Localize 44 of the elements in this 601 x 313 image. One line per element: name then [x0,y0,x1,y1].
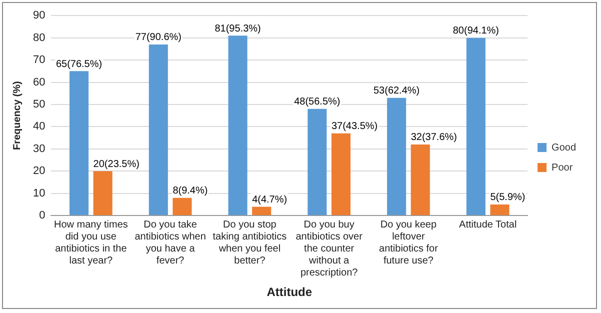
y-tick-label: 80 [32,32,46,44]
y-tick-label: 90 [32,10,46,22]
x-tick-label: How many times did you use antibiotics in the last year? [54,219,128,266]
x-axis-title: Attitude [266,285,312,300]
y-tick-label: 30 [32,142,46,155]
bar [466,38,486,216]
x-tick-label: Do you keep leftover antibiotics for future use? [379,219,439,266]
data-label: 4(4.7%) [252,194,288,206]
data-label: 48(56.5%) [294,96,340,108]
legend-label: Good [552,142,576,154]
y-tick-label: 40 [32,120,46,133]
x-tick-label: Attitude Total [459,219,517,230]
bar [148,44,168,216]
bar [228,36,248,216]
data-label: 37(43.5%) [331,121,378,132]
bar [252,206,272,216]
x-tick-label: Do you stop taking antibiotics when you feel better? [212,219,287,266]
bar [93,171,112,216]
bar [490,204,510,216]
y-tick-label: 10 [32,187,46,200]
x-tick-label: Do you buy antibiotics over the counter without a prescription? [296,219,364,278]
bar [410,144,430,216]
x-tick-label: Do you take antibiotics when you have a fever? [134,219,206,266]
data-label: 81(95.3%) [214,23,261,34]
y-tick-label: 60 [32,76,46,88]
data-label: 77(90.6%) [135,32,182,44]
data-label: 80(94.1%) [452,26,500,37]
y-tick-label: 20 [32,165,46,178]
data-label: 5(5.9%) [490,192,526,204]
bar [69,71,89,216]
y-tick-label: 0 [39,210,46,222]
y-tick-label: 70 [32,54,46,66]
legend-label: Poor [552,162,574,174]
y-axis-title: Frequency (%) [12,81,23,150]
data-label: 32(37.6%) [410,132,457,144]
y-tick-label: 50 [32,98,46,111]
data-label: 20(23.5%) [93,158,140,170]
data-label: 8(9.4%) [172,186,208,197]
bar [331,133,351,216]
data-label: 53(62.4%) [373,86,420,97]
bar [387,98,406,216]
bar [172,198,192,216]
data-label: 65(76.5%) [56,58,102,70]
bar [308,108,327,216]
